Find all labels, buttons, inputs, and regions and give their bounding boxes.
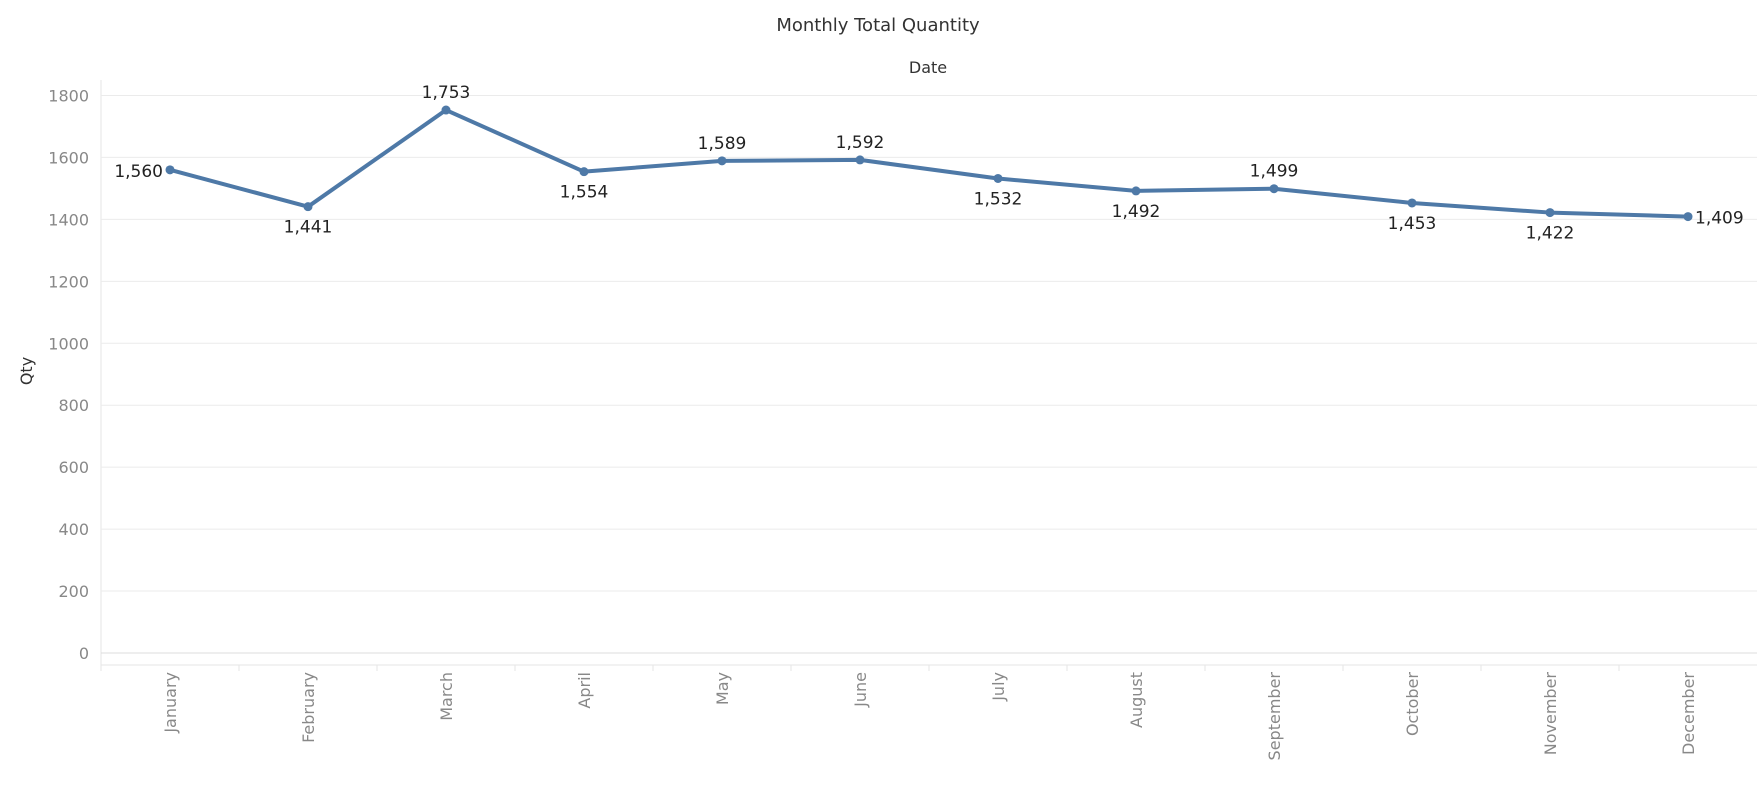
x-tick-label-july: July bbox=[989, 672, 1008, 702]
data-point-june bbox=[855, 155, 865, 165]
y-tick-label: 1000 bbox=[48, 334, 89, 353]
data-label-january: 1,560 bbox=[114, 162, 163, 182]
x-tick-label-april: April bbox=[575, 672, 594, 709]
y-axis: 0 200 400 600 800 1000 1200 1400 1600 1800 bbox=[48, 86, 89, 663]
y-tick-label: 1800 bbox=[48, 86, 89, 105]
y-tick-label: 800 bbox=[58, 396, 89, 415]
y-tick-label: 400 bbox=[58, 520, 89, 539]
y-tick-label: 0 bbox=[79, 644, 89, 663]
y-tick-label: 200 bbox=[58, 582, 89, 601]
gridlines bbox=[100, 80, 1757, 665]
data-label-november: 1,422 bbox=[1526, 224, 1575, 244]
data-label-may: 1,589 bbox=[698, 134, 747, 154]
data-label-june: 1,592 bbox=[836, 133, 885, 153]
data-label-february: 1,441 bbox=[284, 218, 333, 238]
x-tick-label-january: January bbox=[161, 672, 180, 734]
data-point-march bbox=[441, 105, 451, 115]
data-point-may bbox=[717, 156, 727, 166]
y-tick-label: 1400 bbox=[48, 210, 89, 229]
data-label-october: 1,453 bbox=[1388, 214, 1437, 234]
data-point-october bbox=[1407, 198, 1417, 208]
x-axis: January February March April May June July Augu… bbox=[100, 664, 1757, 761]
x-tick-label-october: October bbox=[1403, 672, 1422, 736]
x-tick-label-december: December bbox=[1679, 672, 1698, 755]
y-axis-title: Qty bbox=[17, 357, 36, 385]
data-label-march: 1,753 bbox=[422, 83, 471, 103]
x-tick-label-march: March bbox=[437, 672, 456, 721]
data-point-january bbox=[165, 165, 175, 175]
x-tick-label-august: August bbox=[1127, 672, 1146, 728]
series-qty bbox=[165, 105, 1693, 222]
data-label-april: 1,554 bbox=[560, 183, 609, 203]
series-line bbox=[168, 108, 1690, 219]
data-labels: 1,560 1,441 1,753 1,554 1,589 1,592 1,532 1,492… bbox=[114, 83, 1743, 244]
data-point-december bbox=[1683, 212, 1693, 222]
data-point-november bbox=[1545, 208, 1555, 218]
x-tick-label-june: June bbox=[851, 672, 870, 708]
data-point-february bbox=[303, 202, 313, 212]
y-tick-label: 600 bbox=[58, 458, 89, 477]
data-point-september bbox=[1269, 184, 1279, 194]
y-tick-label: 1600 bbox=[48, 148, 89, 167]
x-tick-label-september: September bbox=[1265, 672, 1284, 761]
x-tick-label-may: May bbox=[713, 672, 732, 705]
column-header: Date bbox=[909, 58, 947, 77]
data-label-july: 1,532 bbox=[974, 189, 1023, 209]
data-label-august: 1,492 bbox=[1112, 202, 1161, 222]
x-tick-label-february: February bbox=[299, 672, 318, 743]
x-tick-label-november: November bbox=[1541, 672, 1560, 756]
chart-title: Monthly Total Quantity bbox=[776, 15, 980, 36]
data-point-july bbox=[993, 173, 1003, 183]
y-tick-label: 1200 bbox=[48, 272, 89, 291]
data-label-december: 1,409 bbox=[1695, 209, 1744, 229]
data-point-august bbox=[1131, 186, 1141, 196]
data-point-april bbox=[579, 167, 589, 177]
data-label-september: 1,499 bbox=[1250, 162, 1299, 182]
